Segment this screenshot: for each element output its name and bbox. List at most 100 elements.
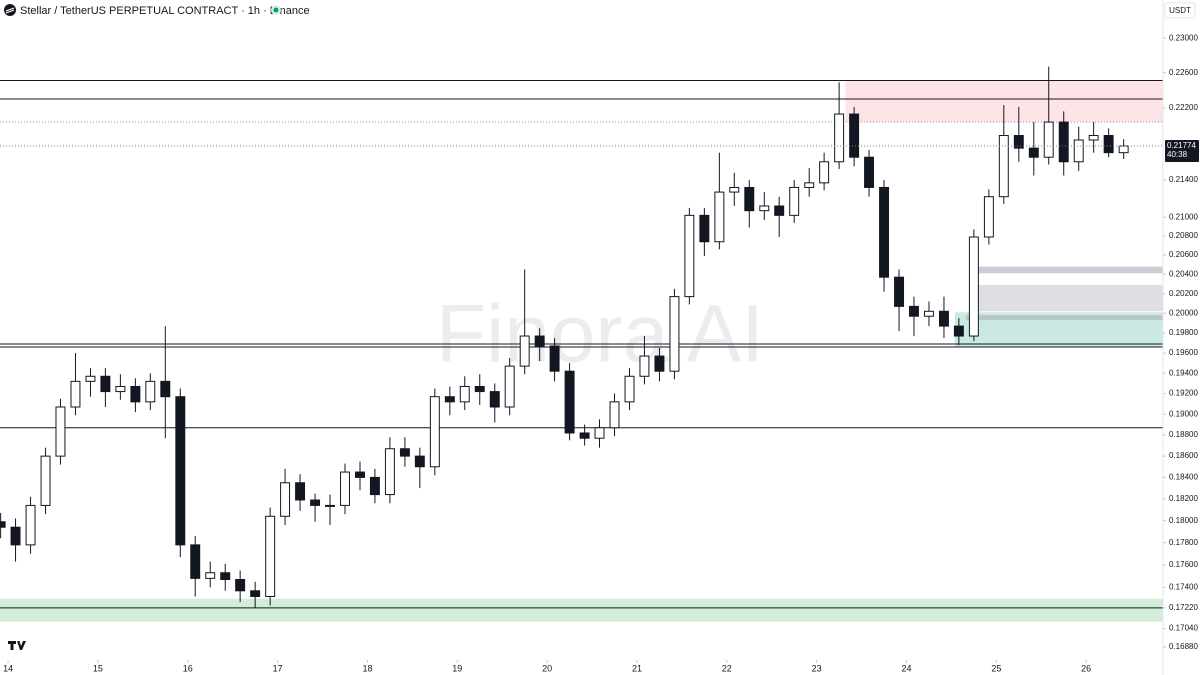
candle-body: [85, 375, 96, 382]
candle-body: [1058, 121, 1069, 163]
candle-body: [968, 236, 979, 337]
candle-body: [744, 186, 755, 212]
y-tick-label: 0.17600: [1169, 560, 1198, 569]
zone: [965, 315, 1163, 321]
candle-body: [0, 521, 6, 528]
candle-body: [1043, 121, 1054, 158]
y-tick-label: 0.18800: [1169, 430, 1198, 439]
candle-body: [489, 391, 500, 408]
x-tick-label: 17: [273, 663, 283, 673]
status-dot: [273, 7, 279, 13]
zone: [974, 266, 1163, 274]
candle-body: [864, 156, 875, 188]
candle-body: [1118, 145, 1129, 154]
candle-body: [504, 365, 515, 408]
candle-body: [953, 325, 964, 337]
candle-body: [923, 310, 934, 317]
candle-body: [25, 504, 36, 546]
candle-body: [444, 396, 455, 403]
currency-label: USDT: [1169, 6, 1191, 15]
zone: [0, 598, 1163, 622]
plot-area: [0, 66, 1163, 622]
candle-body: [1088, 135, 1099, 141]
chart-title: Stellar / TetherUS PERPETUAL CONTRACT · …: [20, 5, 310, 17]
currency-box[interactable]: [1164, 2, 1196, 19]
last-price-box: [1165, 139, 1199, 162]
y-tick-label: 0.20600: [1169, 250, 1198, 259]
candle-body: [414, 455, 425, 468]
candle-body: [908, 305, 919, 317]
candle-body: [789, 186, 800, 216]
y-tick-label: 0.18600: [1169, 451, 1198, 460]
candle-body: [1028, 147, 1039, 158]
candle-body: [564, 370, 575, 434]
candle-body: [774, 205, 785, 216]
x-tick-label: 22: [722, 663, 732, 673]
y-tick-label: 0.22200: [1169, 103, 1198, 112]
y-tick-label: 0.17800: [1169, 538, 1198, 547]
candle-body: [879, 186, 890, 278]
candle-body: [40, 455, 51, 506]
candle-body: [938, 310, 949, 327]
candle-body: [983, 196, 994, 238]
y-tick-label: 0.18000: [1169, 516, 1198, 525]
candle-body: [1073, 139, 1084, 163]
candle-body: [280, 482, 291, 517]
candle-body: [579, 432, 590, 439]
candle-body: [295, 482, 306, 501]
x-tick-label: 23: [812, 663, 822, 673]
candle-body: [819, 161, 830, 184]
candle-body: [235, 579, 246, 592]
candle-body: [355, 471, 365, 478]
candle-body: [804, 182, 815, 188]
candle-body: [115, 385, 126, 393]
symbol-icon-mark: [5, 7, 15, 14]
candle-body: [998, 135, 1009, 198]
candle-body: [190, 544, 201, 579]
x-tick-label: 24: [901, 663, 911, 673]
x-tick-label: 26: [1081, 663, 1091, 673]
y-tick-label: 0.19800: [1169, 328, 1198, 337]
zone: [974, 284, 1163, 312]
candle-body: [834, 113, 845, 163]
candle-body: [265, 515, 276, 597]
candle-body: [55, 406, 66, 457]
y-tick-label: 0.22600: [1169, 68, 1198, 77]
candle-body: [729, 186, 740, 193]
candle-body: [609, 401, 620, 429]
y-tick-label: 0.19000: [1169, 409, 1198, 418]
watermark: Finora AI: [436, 289, 764, 380]
candle-body: [549, 345, 560, 372]
candle-body: [519, 335, 530, 367]
candle-body: [429, 396, 440, 468]
candle-body: [684, 214, 695, 298]
candle-body: [714, 191, 725, 243]
candle-body: [459, 385, 470, 403]
candle-body: [624, 375, 635, 403]
candle-body: [594, 427, 605, 439]
x-tick-label: 20: [542, 663, 552, 673]
candle-body: [175, 396, 186, 546]
candle-body: [310, 499, 321, 506]
candle-body: [160, 380, 171, 398]
x-tick-label: 15: [93, 663, 103, 673]
y-tick-label: 0.20200: [1169, 289, 1198, 298]
candle-body: [340, 471, 350, 506]
candle-body: [849, 113, 860, 158]
y-tick-label: 0.20400: [1169, 269, 1198, 278]
candle-body: [1103, 135, 1114, 154]
y-tick-label: 0.21400: [1169, 175, 1198, 184]
y-tick-label: 0.20000: [1169, 308, 1198, 317]
candle-body: [250, 590, 261, 597]
y-tick-label: 0.21000: [1169, 212, 1198, 221]
candle-body: [534, 335, 545, 347]
y-tick-label: 0.20800: [1169, 231, 1198, 240]
x-tick-label: 14: [3, 663, 13, 673]
y-tick-label: 0.23000: [1169, 33, 1198, 42]
candle-body: [639, 355, 650, 377]
x-tick-label: 16: [183, 663, 193, 673]
candle-body: [100, 375, 111, 393]
x-tick-label: 21: [632, 663, 642, 673]
